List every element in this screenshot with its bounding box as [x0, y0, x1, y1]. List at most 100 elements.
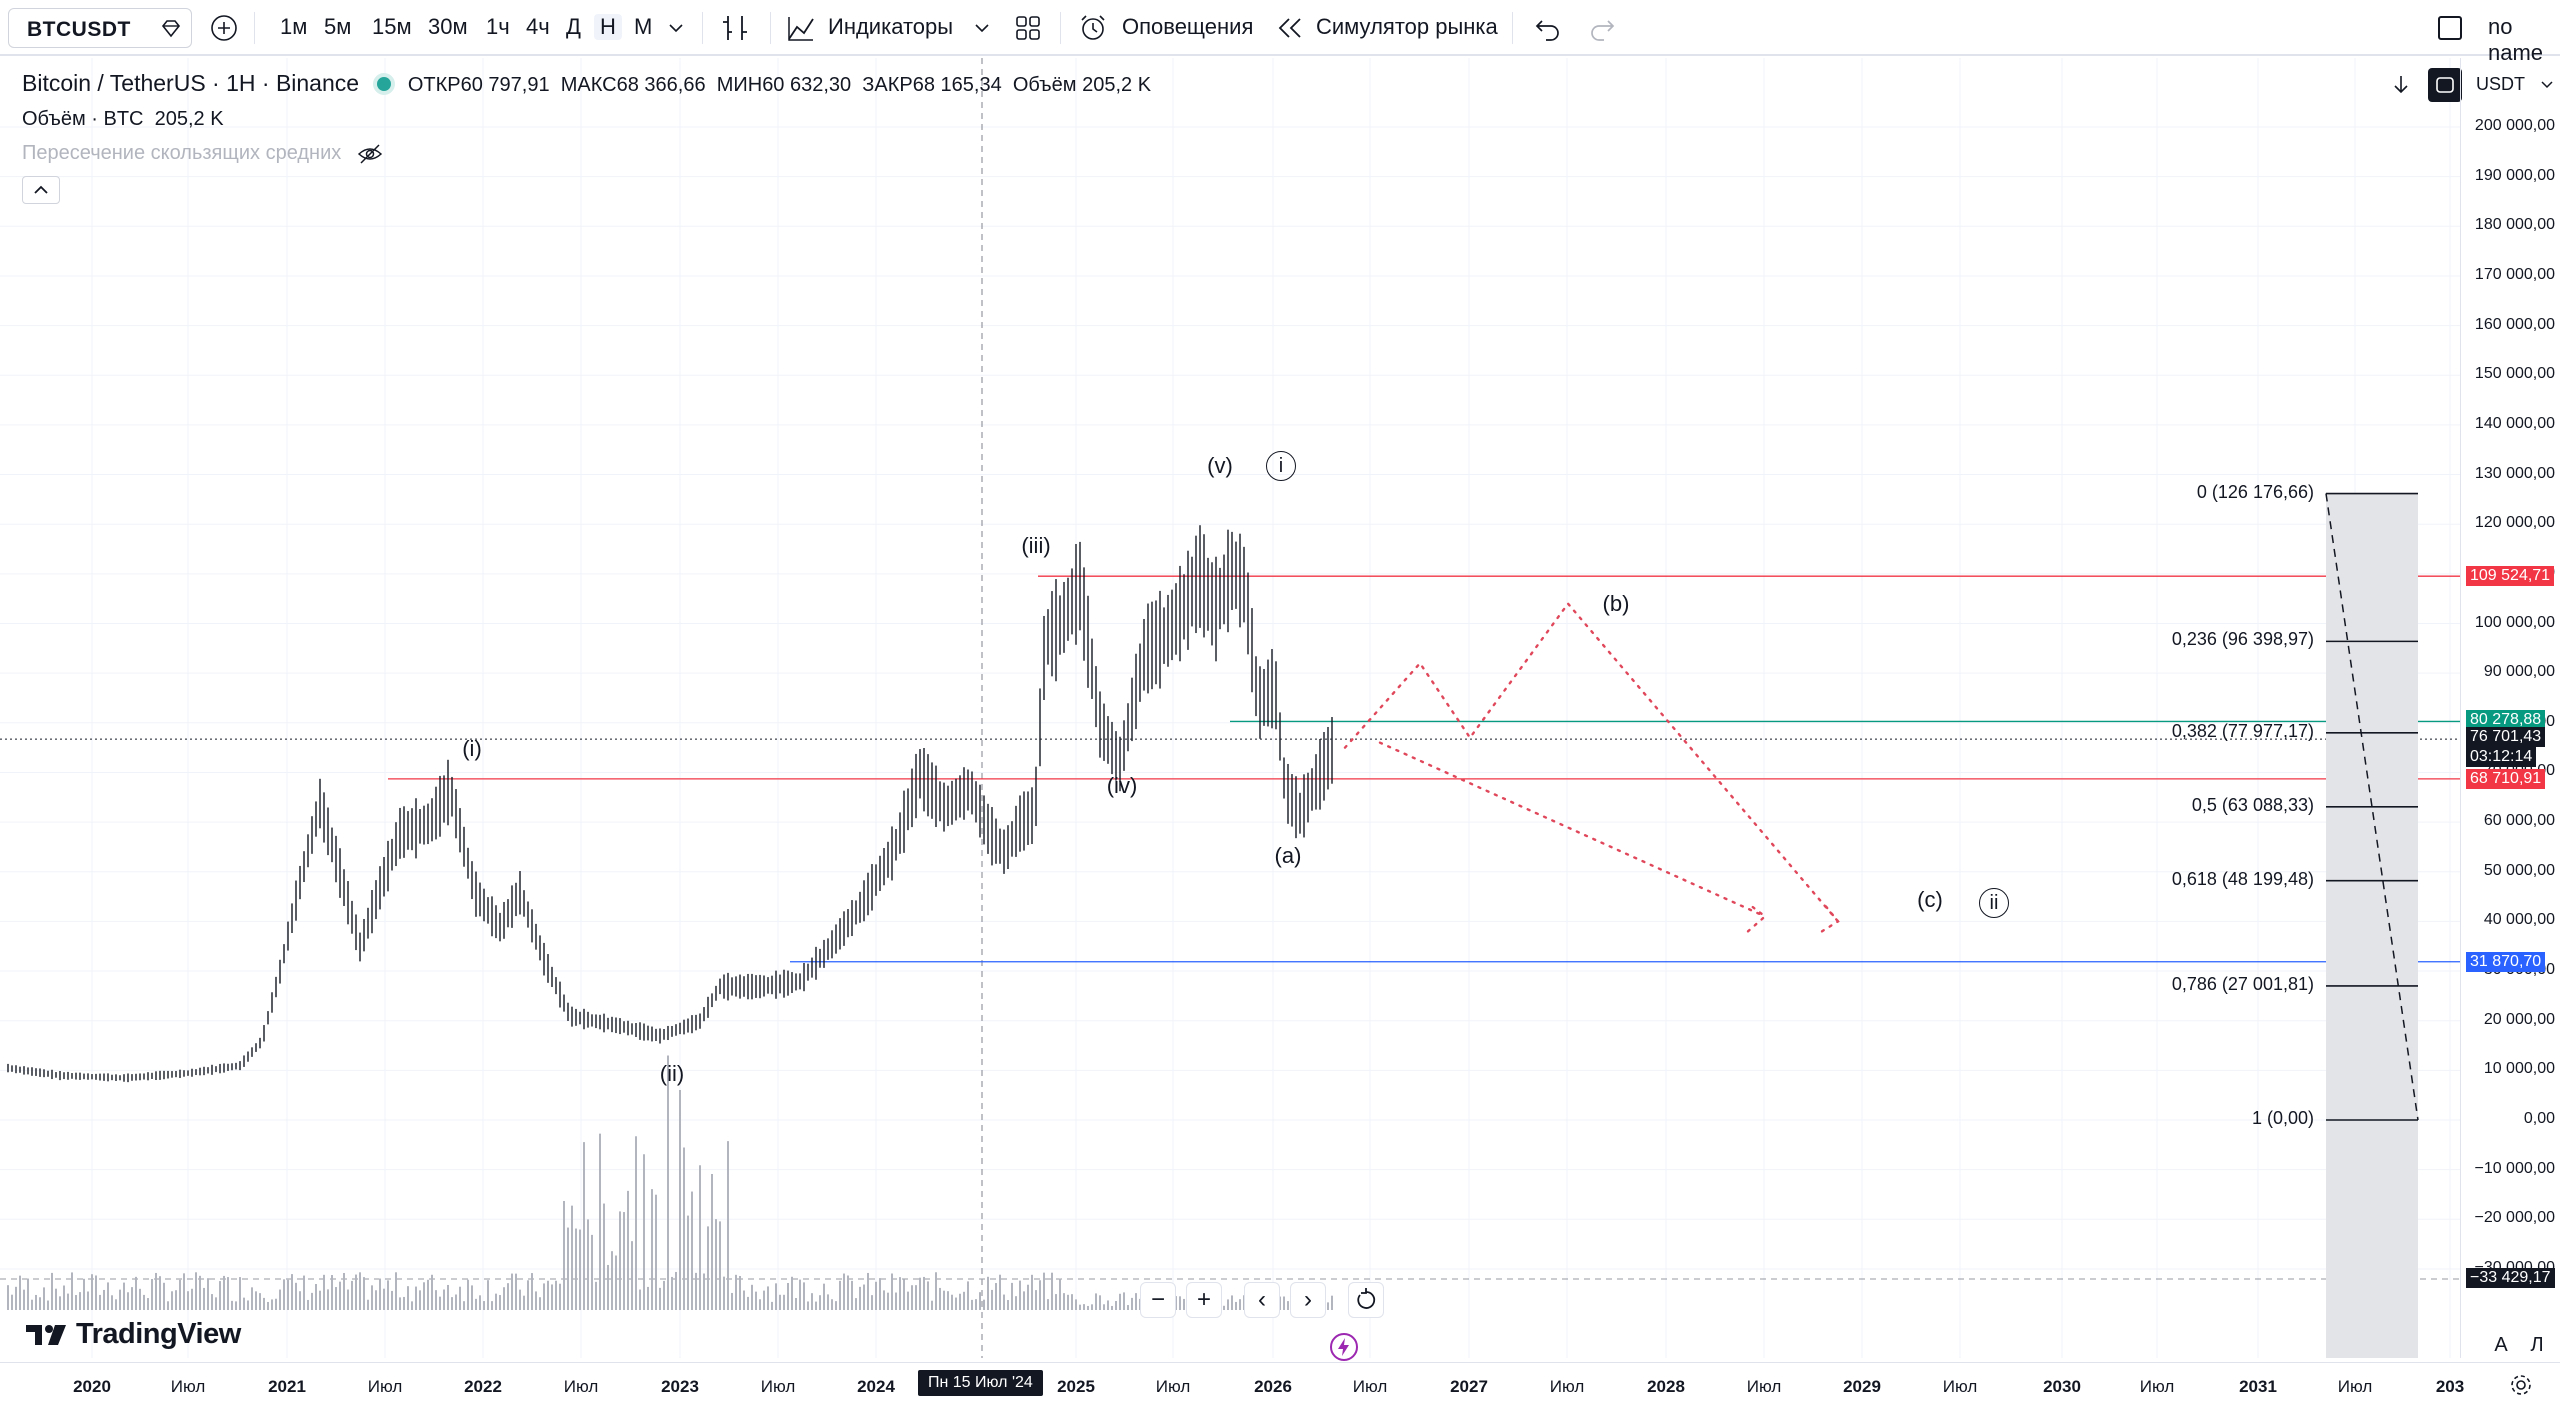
- time-tick: 2030: [2043, 1377, 2081, 1396]
- time-tick: 2024: [857, 1377, 895, 1396]
- timeframe-7[interactable]: Н: [594, 14, 622, 40]
- top-toolbar: BTCUSDT 1м 5м 15м 30м 1ч 4ч Д Н М Индикаторы Опо…: [0, 0, 2560, 65]
- indicators-icon[interactable]: [786, 13, 816, 43]
- undo-icon[interactable]: [1534, 15, 1562, 41]
- timeframe-4[interactable]: 1ч: [486, 14, 510, 39]
- time-tick: Июл: [2139, 1377, 2175, 1396]
- price-tick: 60 000,00: [2483, 812, 2555, 830]
- wave-circle-label: ii: [1979, 888, 2009, 918]
- price-tick: 50 000,00: [2483, 861, 2555, 879]
- timeframe-3[interactable]: 30м: [428, 14, 468, 39]
- time-tick: 2031: [2239, 1377, 2277, 1396]
- log-scale-button[interactable]: Л: [2522, 1330, 2552, 1360]
- timeframe-6[interactable]: Д: [566, 14, 581, 39]
- chevron-down-icon[interactable]: [974, 22, 990, 34]
- fib-level-label: 0,786 (27 001,81): [2171, 973, 2314, 994]
- symbol-search[interactable]: BTCUSDT: [8, 8, 192, 48]
- layout-grid-icon[interactable]: [1014, 14, 1042, 42]
- close-label: ЗАКР: [862, 74, 913, 96]
- symbol-title[interactable]: Bitcoin / TetherUS · 1Н · Binance: [22, 70, 360, 96]
- price-axis[interactable]: 200 000,00 190 000,00 180 000,00 170 000,00…: [2460, 58, 2560, 1358]
- redo-icon[interactable]: [1588, 15, 1616, 41]
- tradingview-logo[interactable]: TradingView: [24, 1318, 241, 1351]
- time-tick: Июл: [170, 1377, 206, 1396]
- time-tick: Июл: [2337, 1377, 2373, 1396]
- timeframe-2[interactable]: 15м: [372, 14, 412, 39]
- reset-chart-button[interactable]: [1348, 1282, 1384, 1318]
- chevron-up-icon: [34, 185, 48, 194]
- time-tick: 2020: [73, 1377, 111, 1396]
- auto-scale-button[interactable]: A: [2486, 1330, 2516, 1360]
- chevron-down-icon[interactable]: [668, 22, 684, 34]
- currency-selector[interactable]: USDT: [2476, 74, 2525, 94]
- layout-checkbox[interactable]: [2438, 16, 2462, 40]
- collapse-legend-button[interactable]: [22, 176, 60, 204]
- chevron-down-icon[interactable]: [2540, 80, 2554, 90]
- time-tick: Июл: [367, 1377, 403, 1396]
- price-tag-red_mid: 68 710,91: [2466, 768, 2546, 789]
- indicator-name[interactable]: Пересечение скользящих средних: [22, 142, 342, 164]
- price-tick: 180 000,00: [2474, 216, 2555, 234]
- indicators-button[interactable]: Индикаторы: [828, 14, 954, 39]
- alarm-clock-icon[interactable]: [1078, 13, 1108, 43]
- lightning-icon: [1338, 1338, 1349, 1356]
- alerts-button[interactable]: Оповещения: [1122, 14, 1254, 39]
- timeframe-8[interactable]: М: [634, 14, 653, 39]
- zoom-out-button[interactable]: −: [1140, 1282, 1176, 1318]
- market-simulator-button[interactable]: Симулятор рынка: [1316, 14, 1498, 39]
- chart-legend: Bitcoin / TetherUS · 1Н · Binance ОТКР60…: [22, 70, 1151, 97]
- settings-icon[interactable]: [2508, 1372, 2534, 1398]
- horizontal-lines: [388, 575, 2460, 963]
- zoom-in-button[interactable]: +: [1186, 1282, 1222, 1318]
- bar-type-icon[interactable]: [720, 12, 750, 44]
- wave-label: (c): [1917, 887, 1943, 912]
- timeframe-5[interactable]: 4ч: [526, 14, 550, 39]
- fib-trend: [2325, 493, 2419, 1121]
- fullscreen-button[interactable]: [2428, 68, 2462, 102]
- layout-name[interactable]: no name: [2488, 14, 2544, 65]
- crosshair-time-label: Пн 15 Июл '24: [918, 1370, 1043, 1396]
- scroll-forward-button[interactable]: ›: [1290, 1282, 1326, 1318]
- price-chart[interactable]: [0, 58, 2460, 1358]
- lightning-button[interactable]: [1330, 1333, 1358, 1361]
- market-open-dot: [377, 76, 392, 91]
- price-tick: 90 000,00: [2483, 663, 2555, 681]
- time-tick: Июл: [1352, 1377, 1388, 1396]
- timeframe-0[interactable]: 1м: [280, 14, 308, 39]
- wave-label: (v): [1207, 453, 1233, 478]
- price-tag-bottom: −33 429,17: [2466, 1268, 2555, 1288]
- low-label: МИН: [716, 74, 763, 96]
- high-value: 68 366,66: [616, 74, 706, 96]
- rewind-icon[interactable]: [1276, 15, 1304, 41]
- time-tick: 2021: [268, 1377, 306, 1396]
- time-axis[interactable]: 2020 Июл 2021 Июл 2022 Июл 2023 Июл 2024 2025 Июл 2…: [0, 1362, 2560, 1410]
- price-tick: 100 000,00: [2474, 613, 2555, 631]
- timeframe-1[interactable]: 5м: [324, 14, 352, 39]
- time-tick: 2026: [1254, 1377, 1292, 1396]
- wave-path-a: [1378, 741, 1767, 918]
- fib-level-label: 0,618 (48 199,48): [2171, 868, 2314, 889]
- time-tick: 2025: [1057, 1377, 1095, 1396]
- price-tick: 140 000,00: [2474, 414, 2555, 432]
- price-tick: 0,00: [2523, 1110, 2555, 1127]
- eye-crossed-icon[interactable]: [357, 143, 383, 165]
- time-tick: 2029: [1843, 1377, 1881, 1396]
- price-tick: −10 000,00: [2474, 1159, 2555, 1177]
- price-tag-teal: 80 278,88: [2466, 710, 2546, 731]
- fib-level-label: 1 (0,00): [2251, 1108, 2314, 1128]
- volume-bars: [7, 1055, 1333, 1310]
- time-tick: 203: [2435, 1377, 2465, 1396]
- fib-zone-ext: [2326, 1120, 2418, 1358]
- arrow-down-icon[interactable]: [2388, 70, 2414, 100]
- time-tick: Июл: [563, 1377, 599, 1396]
- time-tick: 2028: [1647, 1377, 1685, 1396]
- fib-level-label: 0 (126 176,66): [2196, 481, 2314, 502]
- add-symbol-icon[interactable]: [210, 14, 238, 42]
- time-tick: Июл: [760, 1377, 796, 1396]
- price-tick: 200 000,00: [2474, 117, 2555, 134]
- time-tick: Июл: [1942, 1377, 1978, 1396]
- price-tag-red_top: 109 524,71: [2466, 566, 2555, 587]
- scroll-back-button[interactable]: ‹: [1244, 1282, 1280, 1318]
- price-tick: 160 000,00: [2474, 315, 2555, 333]
- open-label: ОТКР: [407, 74, 461, 96]
